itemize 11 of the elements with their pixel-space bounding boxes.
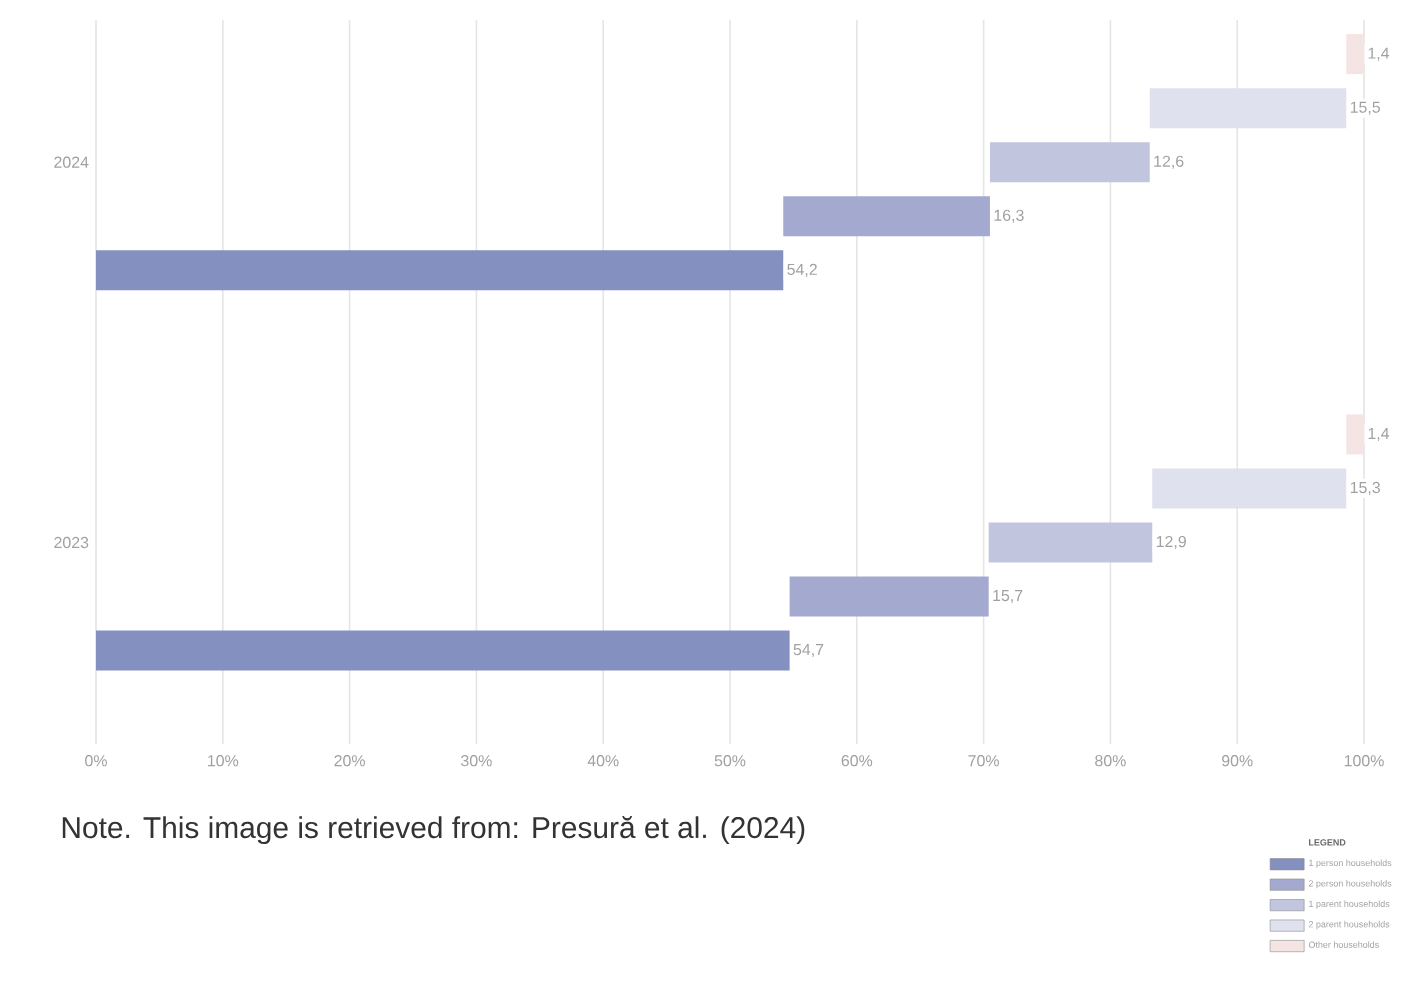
bar bbox=[789, 576, 989, 617]
bar bbox=[783, 196, 990, 237]
bar bbox=[988, 522, 1153, 563]
bar bbox=[1149, 88, 1347, 129]
bar bbox=[96, 630, 790, 671]
bar bbox=[1346, 414, 1365, 455]
bar bbox=[1152, 468, 1347, 509]
bar bbox=[96, 250, 784, 291]
bar bbox=[1346, 34, 1365, 75]
bar bbox=[989, 142, 1150, 183]
text: Note. This image is retrieved from: Presură et al. (2024) bbox=[62, 815, 805, 845]
